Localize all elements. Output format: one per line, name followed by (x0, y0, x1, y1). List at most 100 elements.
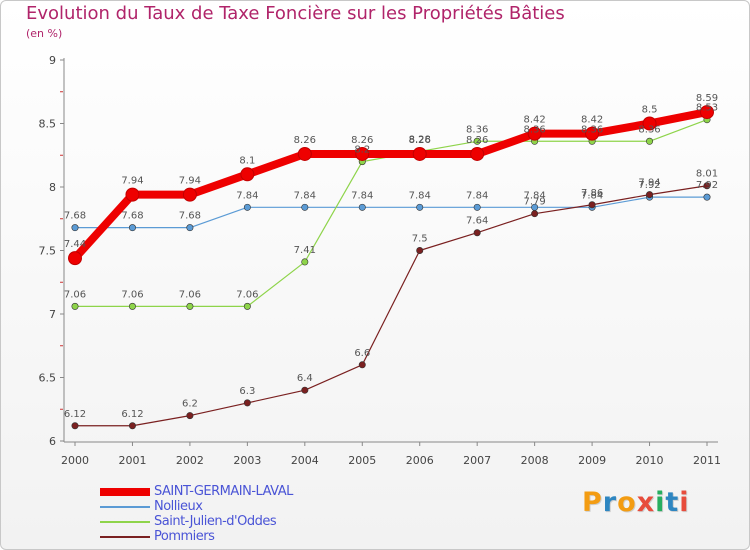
data-label: 7.84 (581, 190, 603, 201)
data-point (186, 224, 194, 232)
data-label: 6.6 (354, 348, 370, 359)
unit-label: (en %) (26, 27, 63, 40)
data-point (71, 224, 79, 232)
series-line (74, 185, 708, 427)
legend-swatch (100, 536, 150, 538)
data-point (240, 167, 255, 182)
data-point (301, 386, 309, 394)
data-point (700, 105, 714, 120)
series-pommiers (71, 182, 711, 430)
data-label: 7.68 (179, 211, 201, 222)
x-tick-label: 2011 (693, 454, 721, 467)
data-label: 8.36 (581, 124, 603, 135)
data-label: 8.1 (239, 155, 255, 166)
data-point (470, 146, 485, 161)
x-tick-label: 2005 (348, 454, 376, 467)
data-point (585, 126, 600, 141)
series-layer (68, 105, 714, 430)
x-tick-label: 2010 (636, 454, 664, 467)
x-tick-label: 2001 (118, 454, 146, 467)
data-point (416, 203, 424, 211)
data-point (243, 399, 251, 407)
data-label: 7.06 (179, 289, 201, 300)
series-line (74, 196, 708, 229)
data-label: 7.86 (581, 188, 603, 199)
data-point (358, 203, 366, 211)
data-point (71, 422, 79, 430)
data-label: 8.01 (696, 169, 718, 180)
data-point (473, 137, 481, 145)
data-label: 8.59 (696, 93, 718, 104)
y-tick-label: 6.5 (39, 372, 57, 385)
data-label: 8.36 (638, 124, 660, 135)
data-label: 7.84 (466, 190, 488, 201)
logo-letter: r (602, 487, 618, 518)
data-label: 6.12 (121, 409, 143, 420)
legend-label: Saint-Julien-d'Oddes (154, 514, 277, 529)
logo-letter: i (679, 487, 690, 518)
data-label: 8.26 (294, 135, 316, 146)
data-label: 7.84 (294, 190, 316, 201)
data-point (128, 422, 136, 430)
legend-swatch (100, 521, 150, 523)
data-label: 7.68 (64, 211, 86, 222)
legend-swatch (100, 506, 150, 508)
x-tick-label: 2006 (406, 454, 434, 467)
y-tick-label: 8.5 (39, 118, 57, 131)
x-tick-label: 2000 (61, 454, 89, 467)
logo-letter: x (636, 487, 656, 518)
data-point (412, 146, 427, 161)
data-point (125, 187, 140, 202)
data-label: 8.2 (354, 145, 370, 156)
data-label: 7.84 (236, 190, 258, 201)
data-label: 7.06 (121, 289, 143, 300)
data-point (128, 302, 136, 310)
data-label: 8.26 (466, 135, 488, 146)
data-point (703, 193, 711, 201)
data-label: 7.41 (294, 245, 316, 256)
logo-letter: i (655, 487, 666, 518)
y-axis-ticks: 6 6.5 7 7.5 8 8.5 9 (39, 54, 64, 448)
data-label: 8.42 (524, 115, 546, 126)
data-label: 6.4 (297, 373, 313, 384)
legend-swatch (100, 488, 150, 496)
data-point (186, 412, 194, 420)
series-saint-germain-laval (68, 105, 714, 266)
x-axis-ticks: 2000 2001 2002 2003 2004 2005 2006 2007 2008 2009… (61, 442, 721, 467)
x-tick-label: 2004 (291, 454, 319, 467)
data-point (473, 203, 481, 211)
logo-letter: o (617, 487, 637, 518)
data-label: 6.3 (239, 386, 255, 397)
data-label: 7.94 (638, 178, 660, 189)
logo-letter: P (582, 487, 603, 518)
data-label: 8.36 (524, 124, 546, 135)
data-label: 7.84 (524, 190, 546, 201)
data-point (71, 302, 79, 310)
data-point (531, 210, 539, 218)
data-point (646, 191, 654, 199)
series-line (74, 119, 708, 307)
x-tick-label: 2008 (521, 454, 549, 467)
data-label: 8.26 (351, 135, 373, 146)
data-label: 8.5 (642, 105, 658, 116)
data-point (358, 361, 366, 369)
data-point (588, 201, 596, 209)
data-point (416, 247, 424, 255)
data-label: 6.2 (182, 399, 198, 410)
data-label: 6.12 (64, 409, 86, 420)
y-tick-label: 9 (49, 54, 56, 67)
data-point (68, 251, 82, 266)
legend-label: SAINT-GERMAIN-LAVAL (154, 484, 293, 499)
data-label: 7.84 (351, 190, 373, 201)
x-tick-label: 2002 (176, 454, 204, 467)
data-label: 7.94 (179, 176, 201, 187)
series-line (71, 108, 711, 263)
data-point (243, 203, 251, 211)
data-label: 7.06 (236, 289, 258, 300)
y-tick-label: 6 (49, 435, 56, 448)
legend-label: Nollieux (154, 499, 203, 514)
y-tick-label: 8 (49, 181, 56, 194)
y-tick-label: 7 (49, 308, 56, 321)
logo-letter: t (665, 487, 680, 518)
